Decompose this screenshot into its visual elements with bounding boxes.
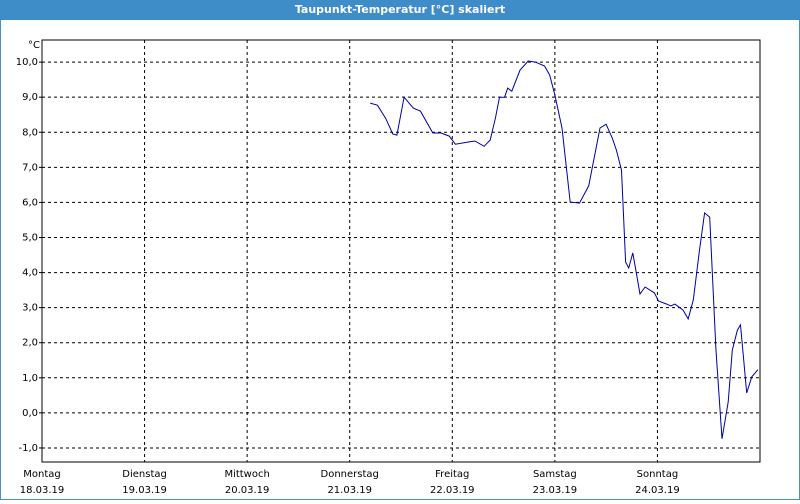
x-tick-date: 24.03.19	[635, 485, 680, 496]
y-tick-label: 3,0	[22, 303, 38, 314]
y-tick-label: 5,0	[22, 232, 38, 243]
x-tick-label: Freitag	[435, 469, 469, 480]
x-tick-date: 23.03.19	[533, 485, 578, 496]
y-tick-label: 6,0	[22, 197, 38, 208]
x-tick-date: 18.03.19	[20, 485, 65, 496]
data-line	[370, 60, 759, 439]
y-tick-label: 4,0	[22, 268, 38, 279]
x-tick-label: Mittwoch	[224, 469, 269, 480]
y-tick-label: -1,0	[18, 443, 38, 454]
x-tick-date: 19.03.19	[122, 485, 167, 496]
y-tick-label: 0,0	[22, 408, 38, 419]
y-tick-label: 1,0	[22, 373, 38, 384]
x-tick-label: Sonntag	[637, 469, 679, 480]
title-bar	[0, 0, 800, 20]
x-tick-date: 21.03.19	[327, 485, 372, 496]
y-tick-label: 8,0	[22, 127, 38, 138]
x-tick-date: 20.03.19	[225, 485, 270, 496]
x-tick-date: 22.03.19	[430, 485, 475, 496]
chart-title: Taupunkt-Temperatur [°C] skaliert	[295, 3, 505, 16]
y-tick-label: 7,0	[22, 162, 38, 173]
x-tick-label: Samstag	[533, 469, 577, 480]
y-tick-label: 9,0	[22, 92, 38, 103]
y-tick-label: 10,0	[16, 57, 38, 68]
x-tick-label: Dienstag	[122, 469, 167, 480]
y-axis-label: °C	[28, 40, 40, 51]
x-tick-label: Donnerstag	[321, 469, 379, 480]
y-tick-label: 2,0	[22, 338, 38, 349]
x-tick-label: Montag	[23, 469, 60, 480]
